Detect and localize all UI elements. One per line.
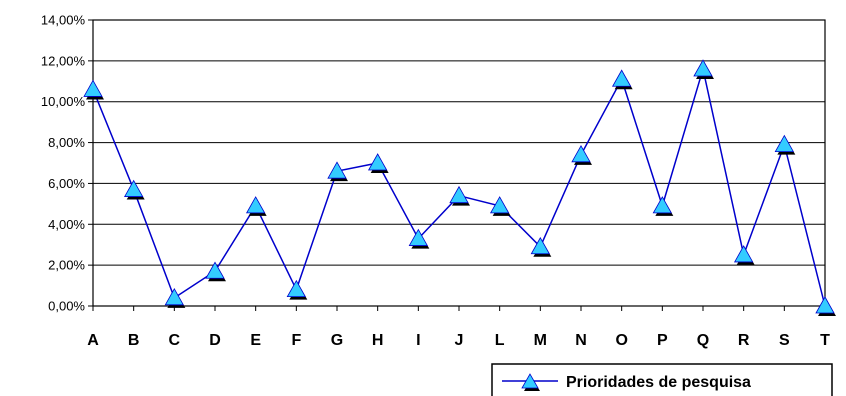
plot-area xyxy=(92,19,826,307)
x-tick-label: G xyxy=(331,332,343,349)
x-tick-label: O xyxy=(615,332,627,349)
data-point xyxy=(327,161,347,179)
x-tick-label: N xyxy=(575,332,587,349)
data-point xyxy=(733,245,754,263)
x-tick-label: A xyxy=(87,332,99,349)
x-tick-label: C xyxy=(169,332,181,349)
legend-label: Prioridades de pesquisa xyxy=(566,374,751,391)
data-point xyxy=(449,185,469,204)
data-point xyxy=(652,196,673,214)
data-point xyxy=(489,196,510,214)
data-point xyxy=(774,134,795,153)
y-tick-label: 0,00% xyxy=(48,299,85,314)
y-tick-label: 2,00% xyxy=(48,258,85,273)
data-point xyxy=(530,236,551,255)
x-tick-label: H xyxy=(372,332,384,349)
x-tick-label: T xyxy=(820,332,830,349)
legend: Prioridades de pesquisa xyxy=(491,363,833,396)
series-prioridades xyxy=(83,59,836,316)
data-point xyxy=(693,59,713,77)
data-point xyxy=(367,153,388,171)
y-axis: 0,00% 2,00% 4,00% 6,00% 8,00% 10,00% 12,00% 14,… xyxy=(41,13,93,314)
x-tick-label: I xyxy=(416,332,420,349)
data-point xyxy=(571,145,591,163)
data-point xyxy=(245,196,266,214)
x-tick-label: D xyxy=(209,332,221,349)
legend-marker-icon xyxy=(521,373,539,389)
data-point xyxy=(83,79,103,97)
x-tick-label: R xyxy=(738,332,750,349)
data-point xyxy=(164,288,185,306)
y-tick-label: 6,00% xyxy=(48,176,85,191)
legend-box xyxy=(491,363,833,396)
x-tick-label: J xyxy=(455,332,464,349)
data-point xyxy=(286,279,307,298)
x-tick-label: M xyxy=(534,332,547,349)
plot-frame xyxy=(92,19,826,307)
data-point xyxy=(611,69,632,87)
y-tick-label: 12,00% xyxy=(41,53,86,68)
y-tick-label: 8,00% xyxy=(48,135,85,150)
x-tick-label: B xyxy=(128,332,140,349)
data-point xyxy=(123,179,144,197)
x-tick-label: L xyxy=(495,332,505,349)
y-tick-label: 10,00% xyxy=(41,94,86,109)
y-tick-label: 4,00% xyxy=(48,217,85,232)
x-tick-label: P xyxy=(657,332,668,349)
x-tick-label: E xyxy=(250,332,261,349)
y-tick-label: 14,00% xyxy=(41,13,86,28)
x-tick-label: S xyxy=(779,332,790,349)
x-tick-label: F xyxy=(291,332,301,349)
x-tick-label: Q xyxy=(697,332,709,349)
data-point xyxy=(205,261,225,279)
data-point xyxy=(815,296,835,314)
data-point xyxy=(408,228,429,246)
